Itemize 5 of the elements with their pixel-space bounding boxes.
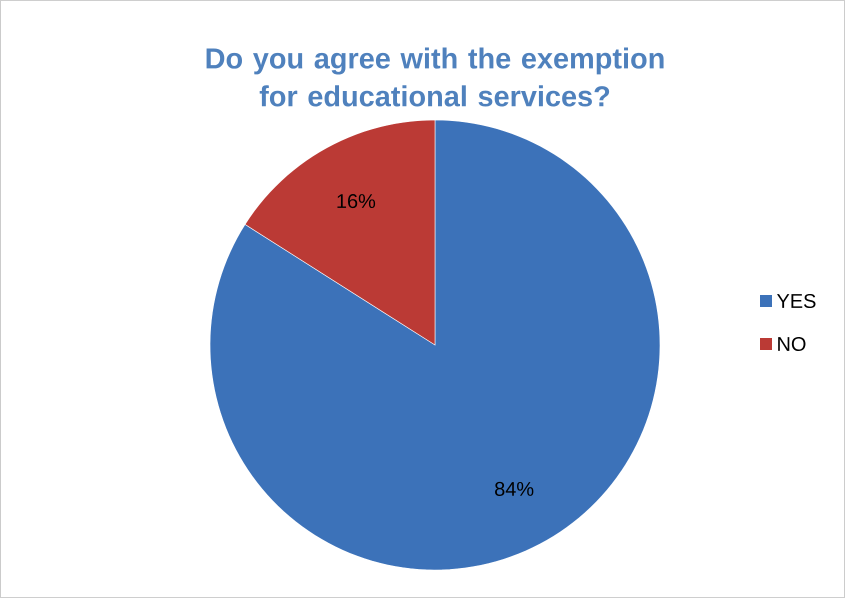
chart-title: Do you agree with the exemption for educational services? [206, 47, 664, 107]
data-label: 16% [337, 194, 376, 208]
legend-label: YES [776, 294, 816, 308]
legend-label: NO [778, 336, 806, 352]
data-label: 84% [495, 482, 534, 496]
